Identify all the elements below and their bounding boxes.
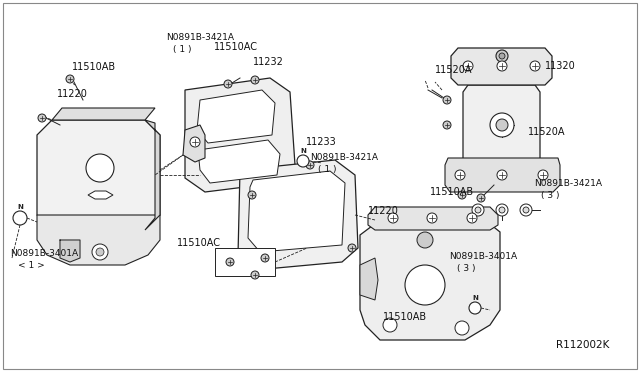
Polygon shape <box>52 108 155 120</box>
Circle shape <box>388 213 398 223</box>
Circle shape <box>13 211 27 225</box>
Bar <box>215 248 275 276</box>
Text: R112002K: R112002K <box>556 340 609 350</box>
Text: 11510AC: 11510AC <box>177 238 221 248</box>
Circle shape <box>523 207 529 213</box>
Circle shape <box>96 248 104 256</box>
Circle shape <box>248 191 256 199</box>
Circle shape <box>538 170 548 180</box>
Text: < 1 >: < 1 > <box>18 261 45 270</box>
Circle shape <box>251 76 259 84</box>
Polygon shape <box>183 125 205 162</box>
Circle shape <box>490 113 514 137</box>
Text: 11510AB: 11510AB <box>383 312 427 322</box>
Circle shape <box>496 50 508 62</box>
Text: N0891B-3401A: N0891B-3401A <box>10 249 78 258</box>
Circle shape <box>224 80 232 88</box>
Text: N: N <box>472 295 478 301</box>
Circle shape <box>443 96 451 104</box>
Circle shape <box>455 321 469 335</box>
Circle shape <box>455 170 465 180</box>
Polygon shape <box>368 207 498 230</box>
Text: ( 1 ): ( 1 ) <box>318 165 337 174</box>
Text: 11220: 11220 <box>57 89 88 99</box>
Circle shape <box>297 155 309 167</box>
Circle shape <box>467 213 477 223</box>
Circle shape <box>66 75 74 83</box>
Text: ( 1 ): ( 1 ) <box>173 45 191 54</box>
Polygon shape <box>88 191 113 199</box>
Circle shape <box>497 170 507 180</box>
Text: N0891B-3421A: N0891B-3421A <box>534 179 602 188</box>
Polygon shape <box>185 78 295 192</box>
Polygon shape <box>248 171 345 252</box>
Circle shape <box>38 114 46 122</box>
Polygon shape <box>463 85 540 165</box>
Text: 11320: 11320 <box>545 61 576 71</box>
Text: N: N <box>17 204 23 210</box>
Circle shape <box>348 244 356 252</box>
Text: ( 3 ): ( 3 ) <box>541 191 559 200</box>
Polygon shape <box>198 140 280 183</box>
Polygon shape <box>197 90 275 143</box>
Polygon shape <box>37 120 160 230</box>
Circle shape <box>443 121 451 129</box>
Polygon shape <box>445 158 560 192</box>
Circle shape <box>469 302 481 314</box>
Polygon shape <box>238 160 358 270</box>
Circle shape <box>427 213 437 223</box>
Circle shape <box>458 191 466 199</box>
Circle shape <box>261 254 269 262</box>
Circle shape <box>520 204 532 216</box>
Text: N: N <box>300 148 306 154</box>
Circle shape <box>475 207 481 213</box>
Text: 11232: 11232 <box>253 57 284 67</box>
Circle shape <box>472 204 484 216</box>
Text: 11510AB: 11510AB <box>72 62 116 72</box>
Circle shape <box>477 194 485 202</box>
Text: 11510AB: 11510AB <box>430 187 474 197</box>
Circle shape <box>92 244 108 260</box>
Circle shape <box>251 271 259 279</box>
Circle shape <box>383 318 397 332</box>
Text: 11510AC: 11510AC <box>214 42 258 52</box>
Circle shape <box>496 119 508 131</box>
Circle shape <box>306 161 314 169</box>
Circle shape <box>190 137 200 147</box>
Circle shape <box>496 204 508 216</box>
Circle shape <box>463 61 473 71</box>
Circle shape <box>530 61 540 71</box>
Circle shape <box>497 61 507 71</box>
Text: ( 3 ): ( 3 ) <box>457 264 476 273</box>
Text: 11520A: 11520A <box>435 65 472 75</box>
Polygon shape <box>360 258 378 300</box>
Circle shape <box>226 258 234 266</box>
Polygon shape <box>60 240 80 262</box>
Polygon shape <box>145 120 160 230</box>
Text: N0891B-3401A: N0891B-3401A <box>449 252 517 261</box>
Text: N0891B-3421A: N0891B-3421A <box>310 153 378 162</box>
Polygon shape <box>37 215 160 265</box>
Circle shape <box>405 265 445 305</box>
Text: 11233: 11233 <box>306 137 337 147</box>
Circle shape <box>499 207 505 213</box>
Text: 11220: 11220 <box>368 206 399 216</box>
Polygon shape <box>360 220 500 340</box>
Circle shape <box>86 154 114 182</box>
Text: N0891B-3421A: N0891B-3421A <box>166 33 234 42</box>
Circle shape <box>499 53 505 59</box>
Polygon shape <box>451 48 552 85</box>
Circle shape <box>417 232 433 248</box>
Text: 11520A: 11520A <box>528 127 566 137</box>
